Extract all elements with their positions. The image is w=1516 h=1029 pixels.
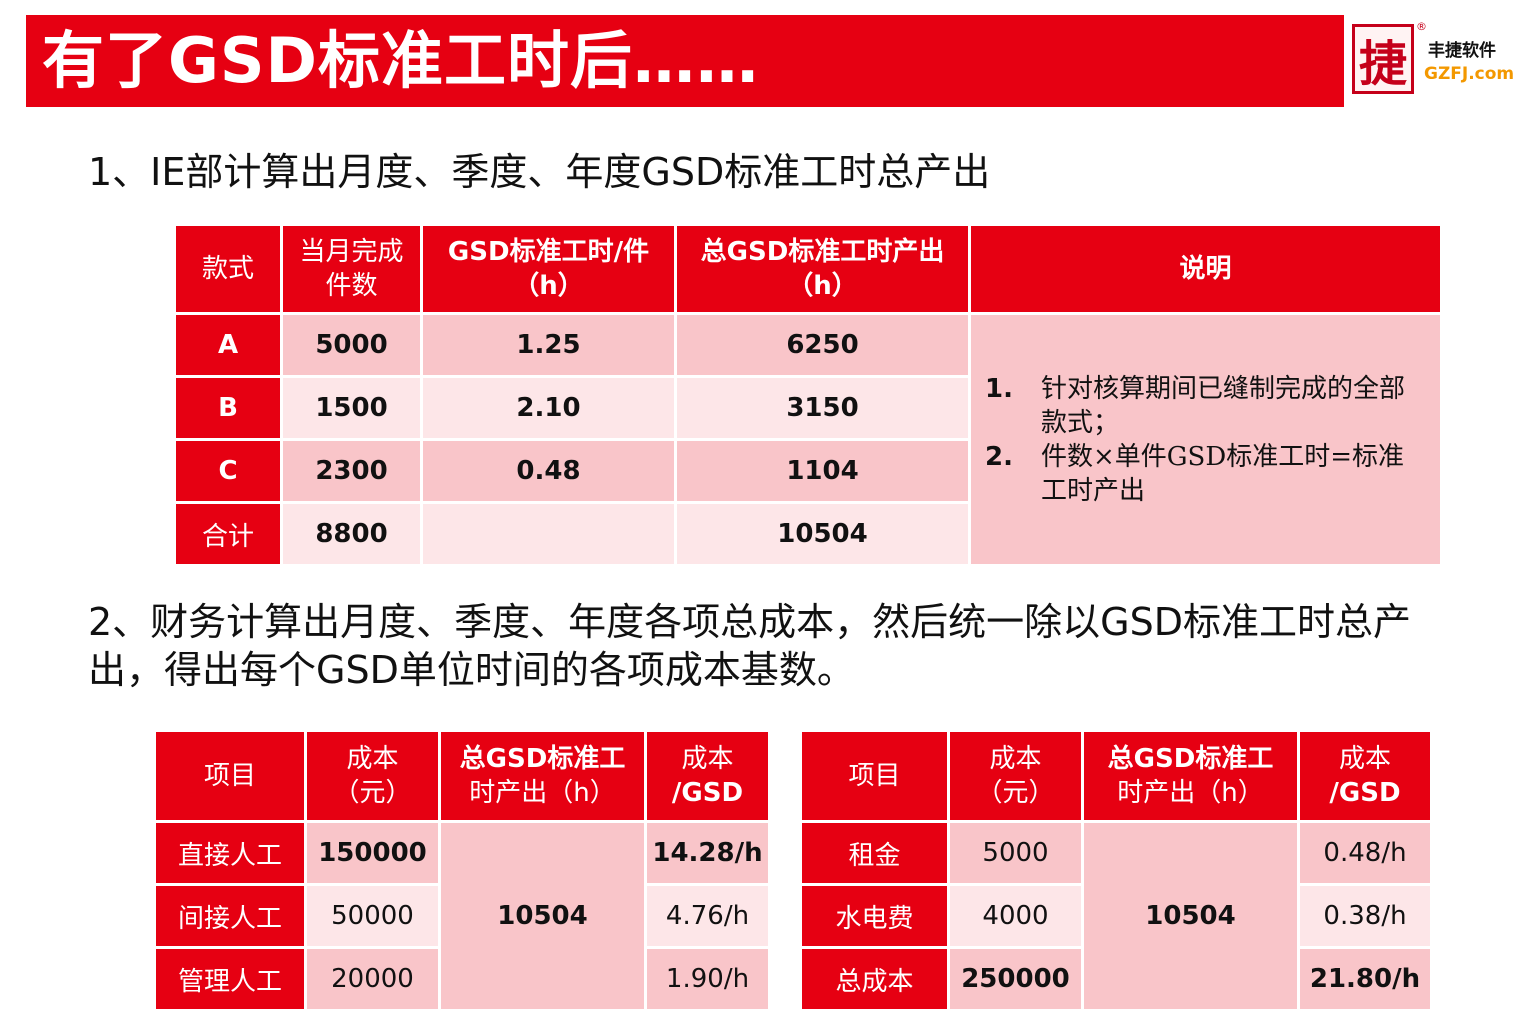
gsd-per-cell: 1.25 xyxy=(423,315,674,375)
total-gsd-cell: 1104 xyxy=(677,441,968,501)
rate-cell: 1.90/h xyxy=(647,949,768,1009)
labor-cost-table: 项目 成本 （元） 总GSD标准工 时产出（h） 成本/GSD 直接人工 15000… xyxy=(153,729,771,1012)
table-row: 管理人工 20000 1.90/h xyxy=(156,949,768,1009)
gsd-output-table: 款式 当月完成 件数 GSD标准工时/件 （h） 总GSD标准工时产出 （h） 说明 … xyxy=(173,223,1443,567)
total-gsd-cell: 10504 xyxy=(677,504,968,564)
table-row: 间接人工 50000 4.76/h xyxy=(156,886,768,946)
col-header-item: 项目 xyxy=(156,732,304,820)
col-header-total-gsd: 总GSD标准工时产出（h） xyxy=(441,732,644,820)
cost-cell: 20000 xyxy=(307,949,438,1009)
table-header-row: 款式 当月完成 件数 GSD标准工时/件 （h） 总GSD标准工时产出 （h） 说明 xyxy=(176,226,1440,312)
total-gsd-cell: 10504 xyxy=(1084,823,1297,1009)
col-header-cost-per-gsd: 成本/GSD xyxy=(647,732,768,820)
item-cell: 间接人工 xyxy=(156,886,304,946)
logo-registered-mark: ® xyxy=(1416,20,1427,33)
table-row: A 5000 1.25 6250 1. 针对核算期间已缝制完成的全部款式； 2.… xyxy=(176,315,1440,564)
col-header-total-gsd: 总GSD标准工时产出（h） xyxy=(677,226,968,312)
col-header-gsd-per-piece: GSD标准工时/件 （h） xyxy=(423,226,674,312)
table-row: 合计 8800 10504 xyxy=(176,504,1440,564)
cost-cell: 250000 xyxy=(950,949,1081,1009)
table-row: 租金 5000 10504 0.48/h xyxy=(802,823,1430,1009)
logo-brand-en: GZFJ.com xyxy=(1424,64,1515,84)
qty-cell: 2300 xyxy=(283,441,420,501)
table-row: 直接人工 150000 10504 14.28/h xyxy=(156,823,768,1009)
row-style-cell: B xyxy=(176,378,280,438)
table-row: C 2300 0.48 1104 xyxy=(176,441,1440,501)
row-style-cell: A xyxy=(176,315,280,375)
row-style-cell: C xyxy=(176,441,280,501)
rate-cell: 0.48/h xyxy=(1300,823,1430,883)
col-header-total-gsd: 总GSD标准工时产出（h） xyxy=(1084,732,1297,820)
page-title: 有了GSD标准工时后…… xyxy=(42,24,760,97)
gsd-per-cell xyxy=(423,504,674,564)
col-header-item: 项目 xyxy=(802,732,947,820)
notes-cell: 1. 针对核算期间已缝制完成的全部款式； 2. 件数×单件GSD标准工时=标准工… xyxy=(971,315,1440,564)
cost-cell: 150000 xyxy=(307,823,438,883)
col-header-cost: 成本 （元） xyxy=(307,732,438,820)
gsd-per-cell: 0.48 xyxy=(423,441,674,501)
total-gsd-cell: 6250 xyxy=(677,315,968,375)
col-header-cost-per-gsd: 成本/GSD xyxy=(1300,732,1430,820)
col-header-cost: 成本 （元） xyxy=(950,732,1081,820)
col-header-qty: 当月完成 件数 xyxy=(283,226,420,312)
logo-brand-cn: 丰捷软件 xyxy=(1428,41,1496,61)
cost-cell: 50000 xyxy=(307,886,438,946)
item-cell: 直接人工 xyxy=(156,823,304,883)
section1-heading: 1、IE部计算出月度、季度、年度GSD标准工时总产出 xyxy=(88,150,991,194)
logo-mark-icon: 捷 xyxy=(1352,24,1414,94)
table-header-row: 项目 成本 （元） 总GSD标准工 时产出（h） 成本/GSD xyxy=(156,732,768,820)
table-header-row: 项目 成本 （元） 总GSD标准工 时产出（h） 成本/GSD xyxy=(802,732,1430,820)
col-header-style: 款式 xyxy=(176,226,280,312)
item-cell: 租金 xyxy=(802,823,947,883)
item-cell: 总成本 xyxy=(802,949,947,1009)
note-item: 2. 件数×单件GSD标准工时=标准工时产出 xyxy=(985,441,1404,506)
item-cell: 管理人工 xyxy=(156,949,304,1009)
title-bar: 有了GSD标准工时后…… xyxy=(26,15,1344,107)
total-gsd-cell: 3150 xyxy=(677,378,968,438)
overhead-cost-table: 项目 成本 （元） 总GSD标准工 时产出（h） 成本/GSD 租金 5000 10… xyxy=(799,729,1433,1012)
qty-cell: 1500 xyxy=(283,378,420,438)
col-header-notes: 说明 xyxy=(971,226,1440,312)
item-cell: 水电费 xyxy=(802,886,947,946)
cost-cell: 5000 xyxy=(950,823,1081,883)
total-gsd-cell: 10504 xyxy=(441,823,644,1009)
qty-cell: 5000 xyxy=(283,315,420,375)
gsd-per-cell: 2.10 xyxy=(423,378,674,438)
section2-heading: 2、财务计算出月度、季度、年度各项总成本，然后统一除以GSD标准工时总产出，得出… xyxy=(88,600,1412,692)
note-item: 1. 针对核算期间已缝制完成的全部款式； xyxy=(985,373,1406,438)
table-row: 总成本 250000 21.80/h xyxy=(802,949,1430,1009)
rate-cell: 21.80/h xyxy=(1300,949,1430,1009)
qty-cell: 8800 xyxy=(283,504,420,564)
rate-cell: 14.28/h xyxy=(647,823,768,883)
cost-cell: 4000 xyxy=(950,886,1081,946)
rate-cell: 4.76/h xyxy=(647,886,768,946)
rate-cell: 0.38/h xyxy=(1300,886,1430,946)
row-style-cell: 合计 xyxy=(176,504,280,564)
table-row: B 1500 2.10 3150 xyxy=(176,378,1440,438)
brand-logo: 捷 ® 丰捷软件 GZFJ.com xyxy=(1348,18,1514,102)
table-row: 水电费 4000 0.38/h xyxy=(802,886,1430,946)
